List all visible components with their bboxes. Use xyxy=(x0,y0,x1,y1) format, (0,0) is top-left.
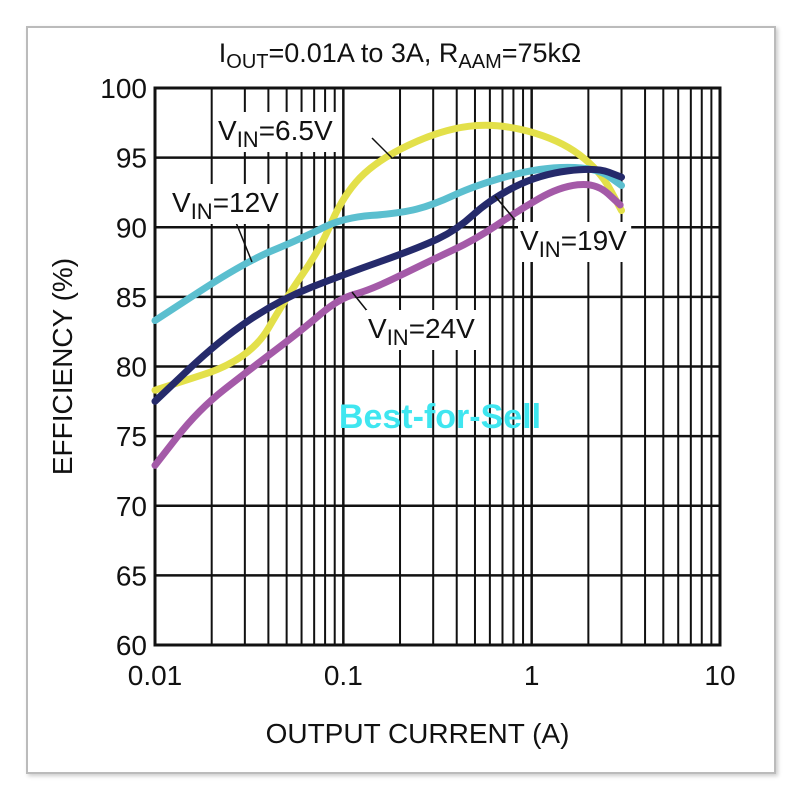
y-axis-label: EFFICIENCY (%) xyxy=(47,258,78,475)
series-label-part: V xyxy=(520,225,539,256)
y-tick-label: 85 xyxy=(116,282,147,313)
y-tick-label: 75 xyxy=(116,421,147,452)
series-label-leader xyxy=(351,291,369,313)
series-label: VIN=19V xyxy=(520,225,627,262)
series-label-bg xyxy=(216,112,337,152)
series-label: VIN=6.5V xyxy=(218,115,333,152)
title-part: AAM xyxy=(458,51,501,73)
title-part: =75kΩ xyxy=(502,38,581,68)
title-part: OUT xyxy=(226,51,268,73)
y-tick-label: 100 xyxy=(100,73,147,104)
y-tick-label: 60 xyxy=(116,630,147,661)
x-tick-label: 0.1 xyxy=(324,660,363,691)
series-label-leader xyxy=(371,137,393,159)
series-label-bg xyxy=(518,222,632,262)
series-label-part: IN xyxy=(191,199,213,224)
series-label-part: =6.5V xyxy=(259,115,333,146)
y-tick-label: 80 xyxy=(116,352,147,383)
series-label: VIN=12V xyxy=(172,187,279,224)
series-label-bg xyxy=(366,310,480,350)
y-tick-label: 65 xyxy=(116,560,147,591)
title-part: =0.01A to 3A, R xyxy=(269,38,459,68)
watermark: Best-for-Sell xyxy=(339,398,541,436)
x-tick-label: 1 xyxy=(524,660,540,691)
series-label-leader xyxy=(494,195,516,221)
series-label-leader xyxy=(234,219,253,263)
y-tick-label: 90 xyxy=(116,212,147,243)
series-label-part: IN xyxy=(237,127,259,152)
series-label-part: IN xyxy=(387,325,409,350)
series-label-part: V xyxy=(368,313,387,344)
plot-border xyxy=(153,86,722,647)
series-line-24V xyxy=(151,180,624,469)
x-tick-label: 0.01 xyxy=(128,660,183,691)
x-tick-label: 10 xyxy=(704,660,735,691)
chart-title: IOUT=0.01A to 3A, RAAM=75kΩ xyxy=(219,38,581,73)
series-label-part: IN xyxy=(539,237,561,262)
series-label-bg xyxy=(170,184,284,224)
series-label-part: =19V xyxy=(561,225,627,256)
title-part: I xyxy=(219,38,227,68)
y-tick-label: 95 xyxy=(116,143,147,174)
series-label: VIN=24V xyxy=(368,313,475,350)
y-tick-label: 70 xyxy=(116,491,147,522)
x-axis-label: OUTPUT CURRENT (A) xyxy=(266,718,570,749)
series-label-part: V xyxy=(218,115,237,146)
series-label-part: =12V xyxy=(213,187,279,218)
series-line-6.5V xyxy=(151,121,626,394)
series-line-19V xyxy=(151,165,626,405)
series-label-part: V xyxy=(172,187,191,218)
series-label-part: =24V xyxy=(409,313,475,344)
